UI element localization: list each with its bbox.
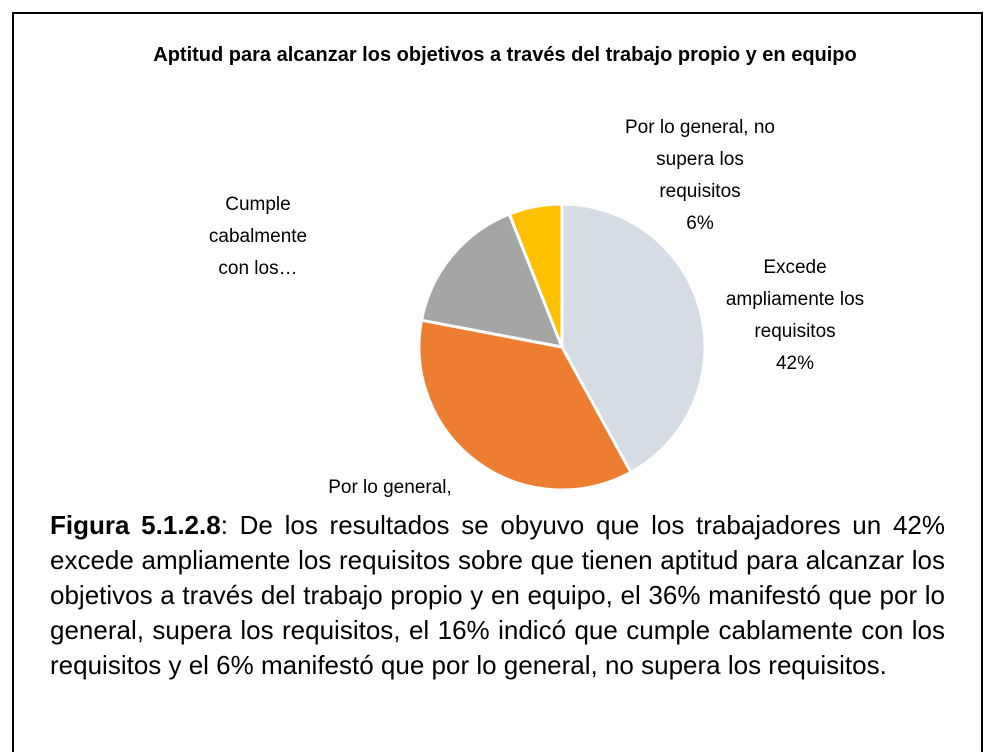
- pie-slice: [507, 202, 564, 348]
- frame: [12, 12, 983, 752]
- slice-label: Excede ampliamente los requisitos: [725, 257, 865, 342]
- value-label: 42%: [775, 353, 815, 374]
- slice-label: Por lo general,: [328, 477, 452, 498]
- pie-slice: [419, 212, 565, 349]
- slice-label: Cumple cabalmente con los…: [208, 194, 308, 279]
- caption: Figura 5.1.2.8: De los resultados se oby…: [50, 508, 945, 683]
- caption-label: Figura 5.1.2.8: [50, 510, 221, 540]
- slice-label: Por lo general, no supera los requisitos: [625, 117, 775, 202]
- value-label: 6%: [686, 213, 714, 234]
- pie-slice: [560, 202, 707, 475]
- pie-slice: [417, 318, 633, 492]
- caption-text: : De los resultados se obyuvo que los tr…: [50, 510, 945, 680]
- chart-title: Aptitud para alcanzar los objetivos a tr…: [153, 44, 857, 66]
